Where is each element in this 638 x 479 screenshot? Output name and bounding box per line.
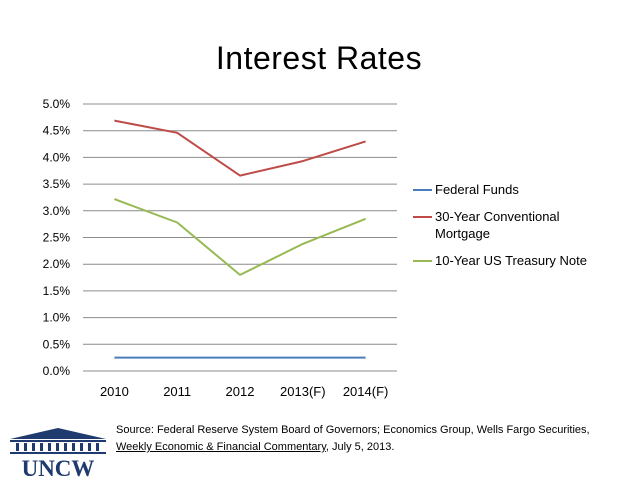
legend-item-mortgage: 30-Year Conventional Mortgage (413, 208, 613, 242)
series-lines (114, 119, 366, 359)
x-tick-label: 2010 (100, 384, 129, 399)
legend-swatch-mortgage (413, 216, 432, 218)
university-columns-icon (10, 428, 106, 454)
legend-swatch-treasury (413, 260, 432, 262)
x-axis-tick-labels: 2010 2011 2012 2013(F) 2014(F) (100, 384, 388, 399)
legend-item-federal-funds: Federal Funds (413, 181, 613, 198)
y-tick-label: 0.5% (43, 337, 71, 351)
legend-label-federal-funds: Federal Funds (435, 182, 519, 197)
y-tick-label: 2.5% (43, 231, 71, 245)
chart-title: Interest Rates (215, 40, 423, 76)
logo-text: UNCW (22, 456, 95, 478)
source-publication: Weekly Economic & Financial Commentary (116, 441, 326, 453)
y-tick-label: 4.5% (43, 124, 71, 138)
legend-label-treasury: 10-Year US Treasury Note (435, 253, 587, 268)
series-line-mortgage (114, 119, 366, 177)
y-tick-label: 2.0% (43, 257, 71, 271)
source-line-1: Source: Federal Reserve System Board of … (116, 424, 590, 436)
y-tick-label: 1.5% (43, 284, 71, 298)
series-line-treasury (114, 198, 366, 276)
x-tick-label: 2012 (226, 384, 255, 399)
y-tick-label: 1.0% (43, 311, 71, 325)
x-tick-label: 2014(F) (343, 384, 389, 399)
y-tick-label: 3.5% (43, 177, 71, 191)
y-tick-label: 0.0% (43, 364, 71, 378)
source-note: Source: Federal Reserve System Board of … (116, 422, 616, 456)
x-tick-label: 2011 (163, 384, 191, 399)
y-tick-label: 3.0% (43, 204, 71, 218)
legend-label-mortgage: 30-Year Conventional Mortgage (435, 209, 560, 241)
x-tick-label: 2013(F) (280, 384, 326, 399)
legend: Federal Funds 30-Year Conventional Mortg… (413, 181, 613, 279)
line-chart: 0.0% 0.5% 1.0% 1.5% 2.0% 2.5% 3.0% 3.5% 4.0% 4.5%… (43, 97, 397, 399)
y-axis-tick-labels: 0.0% 0.5% 1.0% 1.5% 2.0% 2.5% 3.0% 3.5% 4.0% 4.5%… (43, 97, 71, 378)
y-tick-label: 5.0% (43, 97, 71, 111)
legend-swatch-federal-funds (413, 189, 432, 191)
legend-item-treasury: 10-Year US Treasury Note (413, 252, 613, 269)
y-tick-label: 4.0% (43, 150, 71, 164)
gridlines (83, 103, 397, 372)
source-line-2: Weekly Economic & Financial Commentary, … (116, 439, 616, 456)
uncw-logo: UNCW (10, 428, 106, 478)
source-date: , July 5, 2013. (325, 441, 395, 453)
